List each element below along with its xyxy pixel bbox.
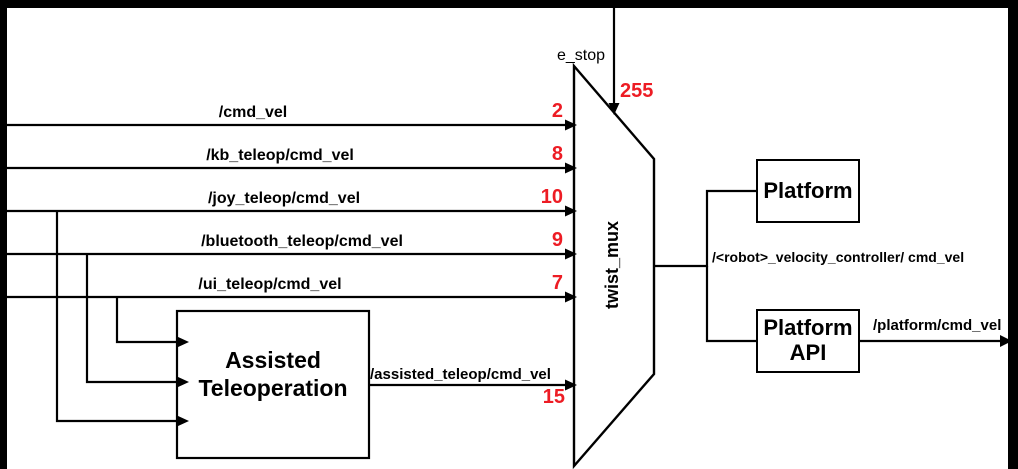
svg-text:8: 8 xyxy=(552,143,563,165)
svg-text:9: 9 xyxy=(552,229,563,251)
svg-text:/platform/cmd_vel: /platform/cmd_vel xyxy=(873,317,1001,334)
svg-text:/kb_teleop/cmd_vel: /kb_teleop/cmd_vel xyxy=(206,147,354,164)
svg-text:15: 15 xyxy=(543,386,565,408)
svg-text:/ui_teleop/cmd_vel: /ui_teleop/cmd_vel xyxy=(198,276,341,293)
svg-text:/joy_teleop/cmd_vel: /joy_teleop/cmd_vel xyxy=(208,190,360,207)
svg-text:255: 255 xyxy=(620,80,653,102)
svg-text:Teleoperation: Teleoperation xyxy=(198,375,347,401)
svg-text:2: 2 xyxy=(552,100,563,122)
svg-text:Assisted: Assisted xyxy=(225,347,321,373)
svg-text:Platform: Platform xyxy=(763,178,852,203)
svg-text:Platform: Platform xyxy=(763,315,852,340)
svg-text:e_stop: e_stop xyxy=(557,47,605,64)
svg-text:API: API xyxy=(790,340,827,365)
svg-text:/bluetooth_teleop/cmd_vel: /bluetooth_teleop/cmd_vel xyxy=(201,233,403,250)
svg-text:7: 7 xyxy=(552,272,563,294)
svg-text:/assisted_teleop/cmd_vel: /assisted_teleop/cmd_vel xyxy=(370,366,551,383)
svg-text:/<robot>_velocity_controller/: /<robot>_velocity_controller/ cmd_vel xyxy=(712,249,964,265)
svg-text:10: 10 xyxy=(541,186,563,208)
svg-text:/cmd_vel: /cmd_vel xyxy=(219,104,287,121)
svg-text:twist_mux: twist_mux xyxy=(602,221,622,309)
